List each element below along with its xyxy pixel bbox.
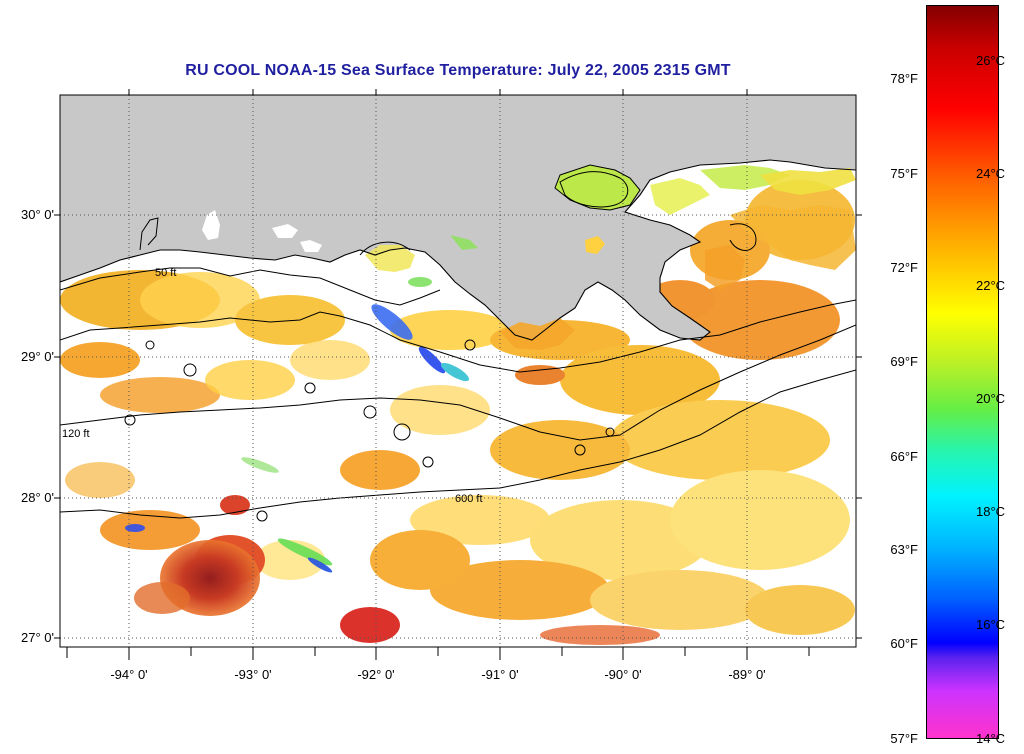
lon-label-91: -91° 0' — [481, 667, 519, 682]
colorbar-f-72: 72°F — [890, 260, 918, 275]
temperature-colorbar — [926, 5, 999, 739]
contour-label-600ft: 600 ft — [455, 493, 483, 505]
colorbar-c-26: 26°C — [976, 53, 1006, 68]
lat-label-30: 30° 0' — [21, 207, 54, 222]
colorbar-f-78: 78°F — [890, 71, 918, 86]
lon-label-93: -93° 0' — [234, 667, 272, 682]
graticule — [60, 95, 856, 647]
contour-label-120ft: 120 ft — [62, 428, 90, 440]
contour-label-50ft: 50 ft — [155, 267, 176, 279]
bathymetry-contours — [60, 171, 856, 522]
land-area — [60, 95, 856, 340]
colorbar-c-20: 20°C — [976, 391, 1006, 406]
coastline — [60, 159, 856, 341]
lon-label-89: -89° 0' — [728, 667, 766, 682]
lat-label-27: 27° 0' — [21, 630, 54, 645]
colorbar-c-16: 16°C — [976, 617, 1006, 632]
colorbar-f-63: 63°F — [890, 542, 918, 557]
contour-labels: 50 ft 120 ft 600 ft — [62, 267, 483, 505]
lon-label-92: -92° 0' — [357, 667, 395, 682]
colorbar-f-57: 57°F — [890, 731, 918, 746]
colorbar-c-22: 22°C — [976, 278, 1006, 293]
lat-label-29: 29° 0' — [21, 349, 54, 364]
colorbar-f-66: 66°F — [890, 449, 918, 464]
colorbar-c-14: 14°C — [976, 731, 1006, 746]
axis-ticks — [54, 89, 862, 660]
colorbar-f-75: 75°F — [890, 166, 918, 181]
map-title: RU COOL NOAA-15 Sea Surface Temperature:… — [185, 62, 731, 79]
lat-label-28: 28° 0' — [21, 490, 54, 505]
colorbar-c-18: 18°C — [976, 504, 1006, 519]
colorbar-f-69: 69°F — [890, 354, 918, 369]
lon-label-94: -94° 0' — [110, 667, 148, 682]
lon-label-90: -90° 0' — [604, 667, 642, 682]
colorbar-c-24: 24°C — [976, 166, 1006, 181]
colorbar-f-60: 60°F — [890, 636, 918, 651]
map-frame — [59, 94, 857, 648]
coastal-features — [202, 164, 856, 350]
